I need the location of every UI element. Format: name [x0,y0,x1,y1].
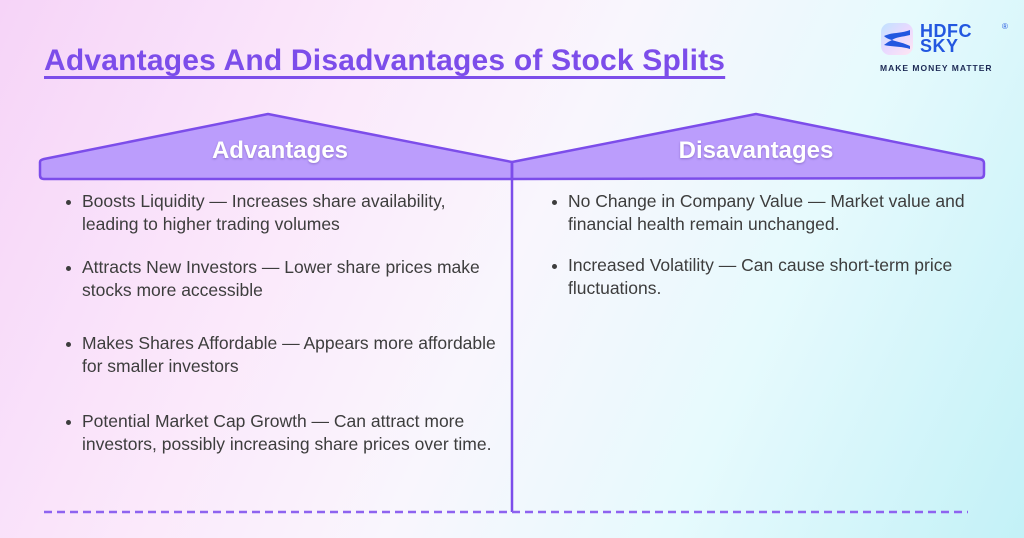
advantage-item: Potential Market Cap Growth — Can attrac… [60,410,500,456]
registered-mark: ® [1002,22,1008,31]
advantage-item: Attracts New Investors — Lower share pri… [60,256,500,302]
advantage-item: Makes Shares Affordable — Appears more a… [60,332,500,378]
disadvantages-header-shape [510,112,986,181]
advantages-heading: Advantages [211,137,349,164]
brand-logo: HDFC SKY ® MAKE MONEY MATTER [880,22,1020,82]
disadvantage-item: No Change in Company Value — Market valu… [546,190,976,236]
disadvantages-list: No Change in Company Value — Market valu… [546,190,976,300]
logo-brand-line1: HDFC [920,21,972,41]
page-title: Advantages And Disadvantages of Stock Sp… [44,44,726,77]
advantage-item: Boosts Liquidity — Increases share avail… [60,190,500,236]
logo-brand-line2: SKY [920,36,959,56]
advantages-list: Boosts Liquidity — Increases share avail… [60,190,500,456]
hdfc-sky-logo-icon [881,23,913,55]
logo-wordmark: HDFC SKY [920,21,972,56]
disadvantage-item: Increased Volatility — Can cause short-t… [546,254,976,300]
logo-tagline: MAKE MONEY MATTER [880,63,993,73]
disadvantages-heading: Disavantages [678,137,834,164]
